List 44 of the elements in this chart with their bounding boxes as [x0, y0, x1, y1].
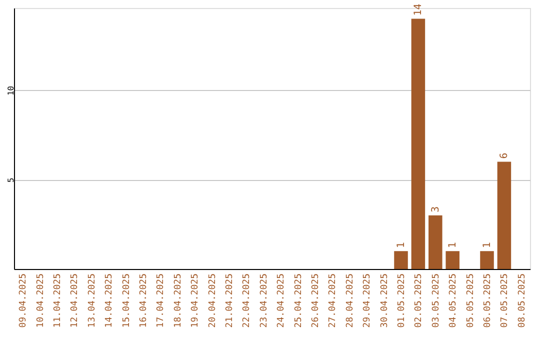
bar	[394, 251, 408, 269]
x-tick-label: 12.04.2025	[70, 274, 80, 328]
data-label: 6	[499, 152, 510, 159]
x-tick-label: 10.04.2025	[36, 274, 46, 328]
bar	[446, 251, 460, 269]
bar	[411, 18, 426, 269]
x-tick-label: 23.04.2025	[259, 274, 270, 328]
x-tick-label: 05.05.2025	[466, 274, 476, 328]
x-tick-label: 01.05.2025	[397, 274, 407, 328]
x-tick-label: 26.04.2025	[311, 274, 321, 328]
data-label: 1	[396, 242, 407, 248]
x-tick-label: 07.05.2025	[500, 274, 510, 328]
x-tick-label: 11.04.2025	[53, 274, 63, 328]
bar	[428, 215, 442, 269]
bar	[497, 162, 512, 269]
x-tick-label: 21.04.2025	[225, 274, 235, 328]
x-tick-label: 13.04.2025	[87, 274, 98, 328]
x-tick-label: 02.05.2025	[414, 274, 424, 328]
x-tick-label: 25.04.2025	[294, 274, 304, 328]
x-tick-label: 30.04.2025	[380, 274, 390, 328]
x-tick-label: 17.04.2025	[156, 274, 166, 328]
x-tick-label: 18.04.2025	[173, 274, 184, 328]
x-tick-label: 29.04.2025	[362, 274, 373, 328]
x-tick-label: 28.04.2025	[345, 274, 356, 328]
x-tick-label: 27.04.2025	[328, 274, 338, 328]
bar	[480, 251, 494, 269]
x-tick-label: 24.04.2025	[276, 274, 287, 328]
x-tick-label: 09.04.2025	[18, 274, 29, 328]
data-label: 3	[430, 206, 442, 212]
data-label: 1	[482, 242, 493, 248]
x-tick-label: 14.04.2025	[104, 274, 115, 328]
x-tick-label: 16.04.2025	[139, 274, 149, 328]
x-tick-label: 19.04.2025	[190, 274, 201, 328]
x-tick-label: 03.05.2025	[431, 274, 442, 328]
x-tick-label: 06.05.2025	[483, 274, 493, 328]
data-label: 1	[448, 242, 459, 248]
x-tick-label: 22.04.2025	[242, 274, 252, 328]
x-tick-label: 08.05.2025	[517, 274, 528, 328]
x-tick-label: 15.04.2025	[122, 274, 132, 328]
y-tick-label: 5	[6, 178, 16, 183]
data-label: 14	[413, 4, 424, 16]
x-tick-label: 20.04.2025	[208, 274, 218, 328]
x-tick-label: 04.05.2025	[448, 274, 459, 328]
y-tick-label: 10	[6, 86, 16, 96]
